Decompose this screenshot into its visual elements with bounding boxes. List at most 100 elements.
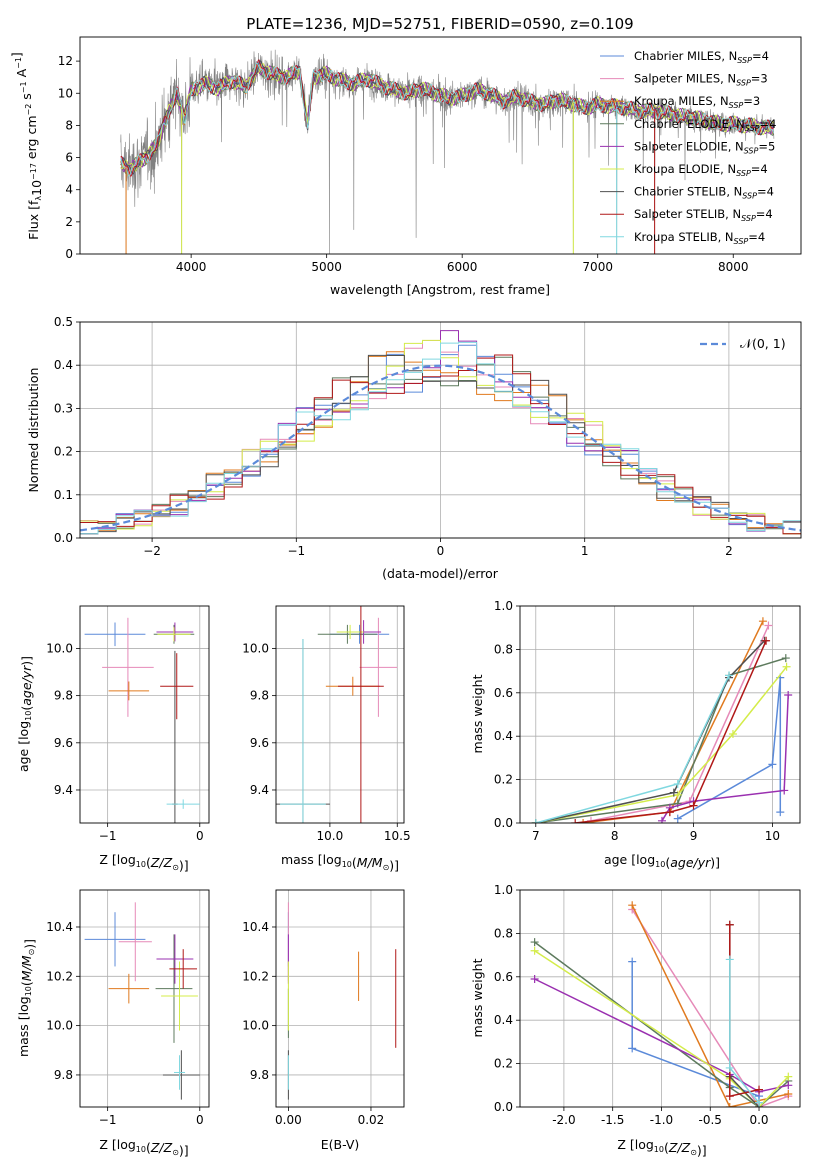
model-spectrum-ss bbox=[120, 59, 774, 177]
y-tick-label: 0.0 bbox=[494, 816, 513, 830]
axes-frame bbox=[275, 889, 405, 1108]
y-tick-label: 10.0 bbox=[46, 641, 73, 655]
normal-curve bbox=[80, 364, 801, 532]
legend-label-sm: Salpeter MILES, NSSP=3 bbox=[634, 72, 768, 88]
x-tick-label: −2 bbox=[143, 544, 161, 558]
y-axis-label: age [log10(age/yr)] bbox=[16, 656, 34, 772]
x-axis-label: (data-model)/error bbox=[382, 566, 499, 581]
x-tick-label: 2 bbox=[725, 544, 733, 558]
series-point-ks bbox=[725, 955, 734, 964]
series-point-ke bbox=[728, 730, 737, 739]
y-tick-label: 9.8 bbox=[250, 689, 269, 703]
y-tick-label: 10.0 bbox=[242, 641, 269, 655]
plot-area bbox=[530, 901, 793, 1107]
series-point-km bbox=[579, 819, 588, 823]
series-line-se bbox=[534, 978, 789, 1093]
series-point-ce bbox=[781, 654, 790, 663]
y-tick-label: 0.0 bbox=[54, 531, 73, 545]
x-tick-label: −1 bbox=[99, 829, 117, 843]
mass-vs-ebv-panel: 0.00 0.02 9.8 10.0 10.2 10.4 E(B-V) bbox=[242, 889, 405, 1152]
legend-label-ss: Salpeter STELIB, NSSP=4 bbox=[634, 207, 773, 223]
series-point-ss bbox=[762, 636, 771, 645]
y-tick-label: 0.2 bbox=[54, 445, 73, 459]
mass-vs-metallicity-panel: −1 0 9.8 10.0 10.2 10.4 Z [log10(Z/Z⊙)] mass [l… bbox=[16, 889, 210, 1158]
series-point-cs bbox=[669, 788, 678, 797]
mass-weight-vs-age-panel: 7 8 9 10 0.0 0.2 0.4 0.6 0.8 1.0 age [log10(age/yr… bbox=[470, 599, 801, 870]
series-point-km bbox=[628, 901, 637, 910]
y-tick-label: 0.2 bbox=[494, 773, 513, 787]
x-tick-label: 0 bbox=[196, 829, 204, 843]
y-axis-label: Normed distribution bbox=[26, 368, 41, 493]
x-axis-label: Z [log10(Z/Z⊙)] bbox=[617, 1137, 706, 1158]
legend-label-se: Salpeter ELODIE, NSSP=5 bbox=[634, 139, 775, 155]
x-axis-label: Z [log10(Z/Z⊙)] bbox=[99, 1137, 188, 1158]
series-line-ke bbox=[535, 666, 788, 823]
series-line-ce bbox=[535, 657, 787, 823]
y-tick-label: 6 bbox=[65, 151, 73, 165]
y-axis-label: mass weight bbox=[470, 958, 485, 1037]
legend-label-ce: Chabrier ELODIE, NSSP=4 bbox=[634, 117, 776, 133]
series-point-cm bbox=[628, 1044, 637, 1053]
legend-label-ks: Kroupa STELIB, NSSP=4 bbox=[634, 230, 765, 246]
x-tick-label: -2.0 bbox=[552, 1113, 575, 1127]
legend-label-km: Kroupa MILES, NSSP=3 bbox=[634, 94, 760, 110]
x-tick-label: 0.00 bbox=[275, 1113, 302, 1127]
series-line-ss bbox=[575, 640, 767, 823]
plot-area bbox=[80, 330, 801, 538]
age-vs-mass-panel: 10.0 10.5 9.4 9.6 9.8 10.0 mass [log10(M/M⊙)] bbox=[242, 605, 411, 873]
model-spectrum-ce bbox=[120, 65, 775, 175]
legend-label-cm: Chabrier MILES, NSSP=4 bbox=[634, 49, 769, 65]
x-tick-label: 10 bbox=[765, 829, 780, 843]
axes-frame bbox=[519, 605, 801, 824]
x-tick-label: 0 bbox=[437, 544, 445, 558]
y-tick-label: 0.2 bbox=[494, 1057, 513, 1071]
series-line-ss bbox=[729, 924, 760, 1098]
y-tick-label: 0.4 bbox=[54, 358, 73, 372]
y-tick-label: 0.8 bbox=[494, 642, 513, 656]
series-point-se bbox=[530, 974, 539, 983]
series-point-ke bbox=[784, 1072, 793, 1081]
age-vs-metallicity-panel: −1 0 9.4 9.6 9.8 10.0 Z [log10(Z/Z⊙)] age [log1… bbox=[16, 605, 210, 873]
axes-frame bbox=[519, 889, 801, 1108]
y-tick-label: 0.6 bbox=[494, 970, 513, 984]
y-tick-label: 9.6 bbox=[250, 736, 269, 750]
y-tick-label: 0.4 bbox=[494, 1013, 513, 1027]
series-point-ss bbox=[665, 808, 674, 817]
y-tick-label: 12 bbox=[58, 54, 73, 68]
y-tick-label: 0.0 bbox=[494, 1100, 513, 1114]
series-point-ks bbox=[725, 1063, 734, 1072]
legend: Chabrier MILES, NSSP=4 Salpeter MILES, NS… bbox=[600, 49, 776, 246]
y-tick-label: 10.4 bbox=[242, 920, 269, 934]
y-tick-label: 0.1 bbox=[54, 488, 73, 502]
model-spectrum-ke bbox=[120, 62, 774, 172]
y-tick-label: 0.5 bbox=[54, 315, 73, 329]
plot-area bbox=[120, 49, 775, 254]
series-point-sm bbox=[764, 621, 773, 630]
x-axis-label: E(B-V) bbox=[321, 1137, 360, 1152]
y-tick-label: 10.2 bbox=[46, 969, 73, 983]
series-point-ks bbox=[673, 779, 682, 788]
mass-weight-vs-metallicity-panel: -2.0 -1.5 -1.0 -0.5 0.0 0.0 0.2 0.4 0.6 0.8 1.0 Z [… bbox=[470, 883, 801, 1158]
series-point-ss bbox=[725, 920, 734, 929]
x-tick-label: 0 bbox=[196, 1113, 204, 1127]
x-axis-label: mass [log10(M/M⊙)] bbox=[281, 852, 399, 873]
series-point-se bbox=[784, 690, 793, 699]
plot-area bbox=[84, 902, 200, 1100]
y-tick-label: 2 bbox=[65, 215, 73, 229]
series-point-se bbox=[657, 816, 666, 823]
y-tick-label: 8 bbox=[65, 118, 73, 132]
y-tick-label: 9.8 bbox=[54, 1068, 73, 1082]
y-tick-label: 0.8 bbox=[494, 926, 513, 940]
x-tick-label: -1.5 bbox=[601, 1113, 624, 1127]
series-line-cm bbox=[677, 677, 782, 820]
x-tick-label: 7000 bbox=[582, 260, 613, 274]
y-axis-label: mass weight bbox=[470, 674, 485, 753]
series-point-km bbox=[784, 1089, 793, 1098]
legend-label-cs: Chabrier STELIB, NSSP=4 bbox=[634, 185, 774, 201]
series-line-cm bbox=[631, 961, 760, 1103]
x-tick-label: 9 bbox=[690, 829, 698, 843]
histogram-ks bbox=[80, 341, 801, 538]
x-tick-label: 5000 bbox=[311, 260, 342, 274]
axes-frame bbox=[275, 605, 405, 824]
